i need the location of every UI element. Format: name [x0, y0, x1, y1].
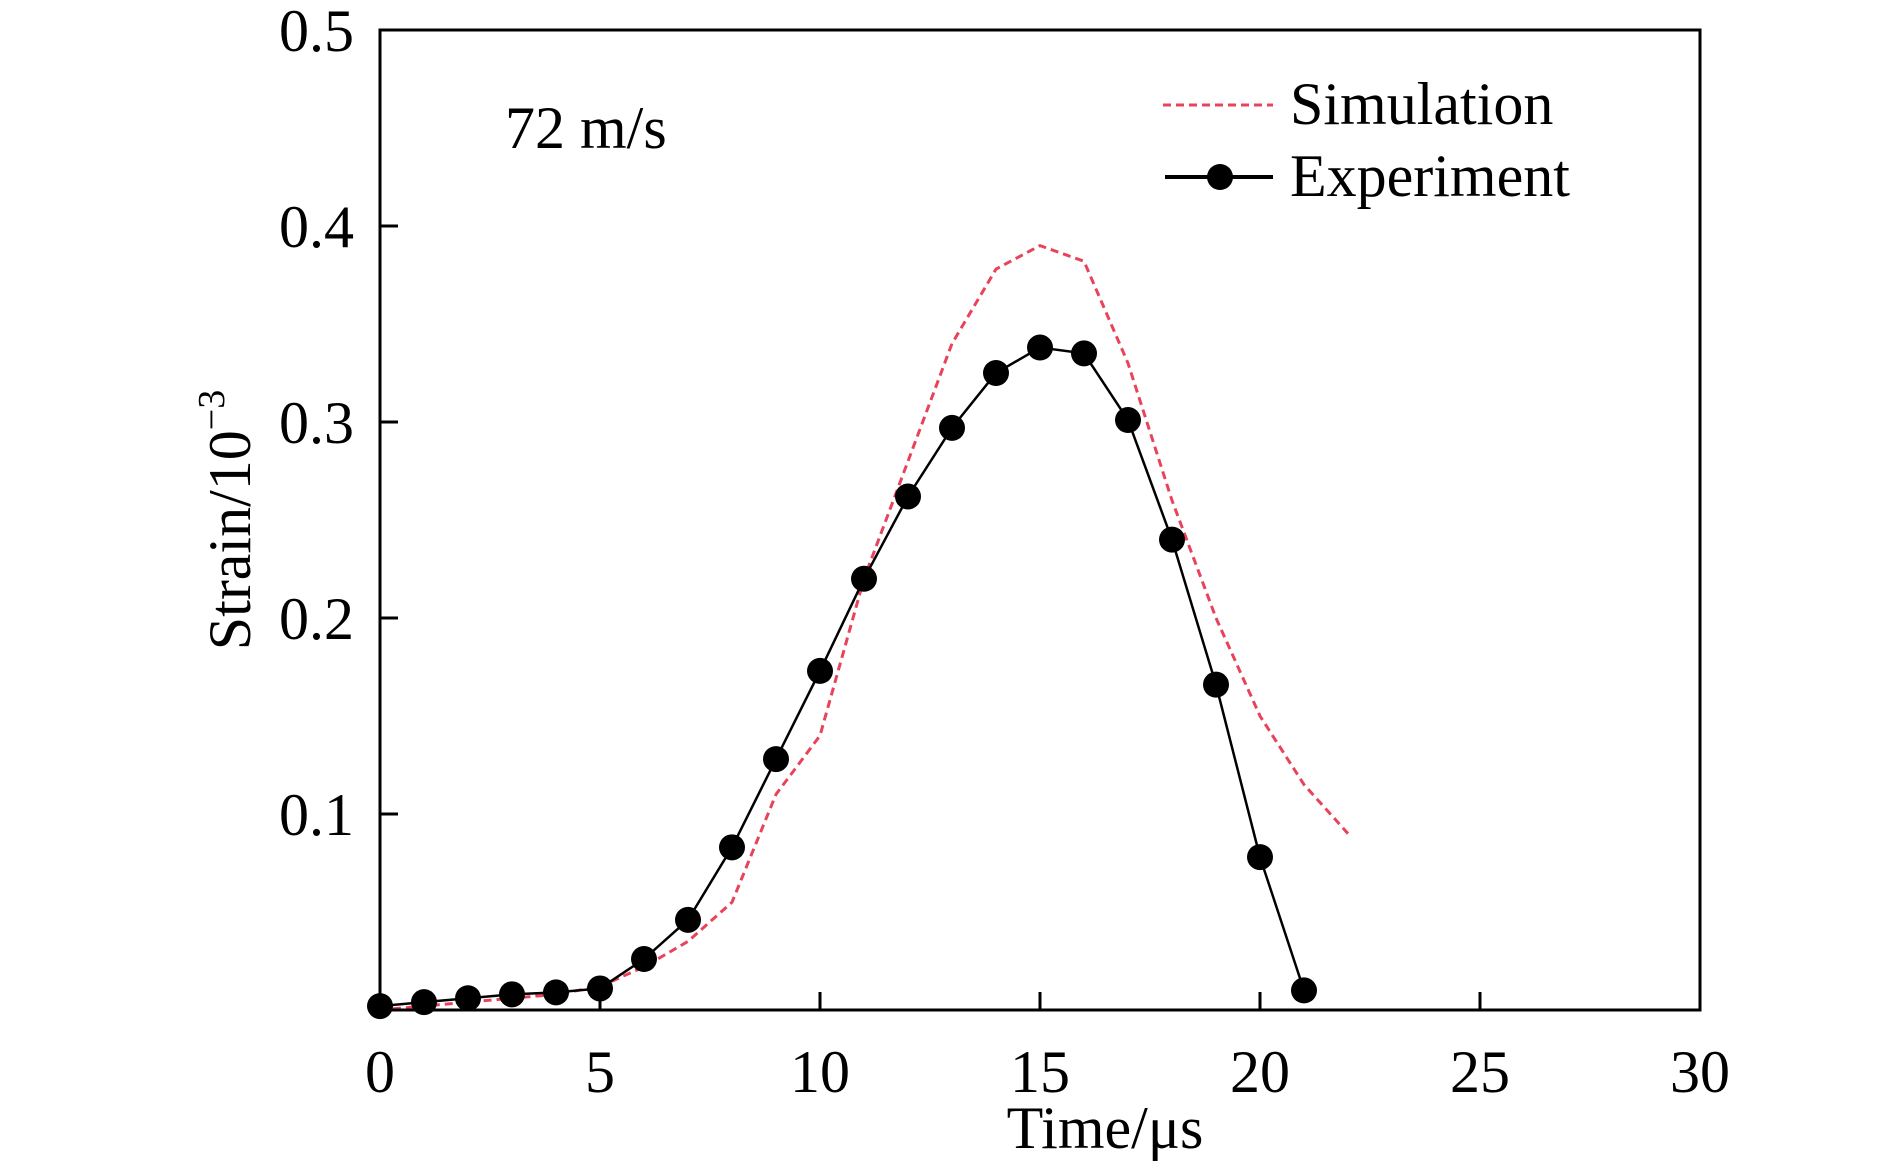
- legend: Simulation Experiment: [1163, 71, 1570, 209]
- series-point-experiment-11: [851, 565, 877, 592]
- x-tick-label-10: 10: [790, 1039, 850, 1105]
- series-point-experiment-12: [895, 483, 921, 510]
- legend-experiment-marker: [1207, 164, 1233, 190]
- series-point-experiment-19: [1203, 671, 1229, 698]
- y-tick-label-0-1: 0.1: [279, 782, 354, 848]
- y-axis-label: Strain/10−3: [191, 390, 263, 650]
- series-point-experiment-16: [1071, 340, 1097, 367]
- y-axis-label-exponent: −3: [191, 390, 233, 430]
- y-tick-label-0-2: 0.2: [279, 586, 354, 652]
- series-point-experiment-18: [1159, 526, 1185, 553]
- series-line-experiment: [379, 346, 1306, 1008]
- y-axis-label-base: Strain/10: [197, 430, 263, 650]
- series-point-experiment-3: [499, 981, 525, 1008]
- series-point-experiment-4: [543, 979, 569, 1006]
- series-point-experiment-13: [939, 414, 965, 441]
- series-point-experiment-17: [1115, 407, 1141, 434]
- series-point-experiment-20: [1247, 844, 1273, 871]
- x-tick-label-5: 5: [585, 1039, 615, 1105]
- series-point-experiment-15: [1027, 334, 1053, 361]
- series-point-experiment-6: [631, 946, 657, 973]
- series-point-experiment-7: [675, 906, 701, 933]
- x-tick-label-25: 25: [1450, 1039, 1510, 1105]
- y-tick-label-0-4: 0.4: [279, 194, 354, 260]
- series-point-experiment-9: [763, 746, 789, 773]
- x-axis-label: Time/μs: [1007, 1095, 1204, 1161]
- legend-simulation-label: Simulation: [1290, 71, 1553, 137]
- x-tick-label-15: 15: [1010, 1039, 1070, 1105]
- series-point-experiment-2: [455, 985, 481, 1012]
- series-point-experiment-8: [719, 834, 745, 861]
- series-point-experiment-14: [983, 360, 1009, 386]
- x-tick-label-0: 0: [365, 1039, 395, 1105]
- y-tick-label-0-5: 0.5: [279, 0, 354, 64]
- series-point-experiment-5: [587, 975, 613, 1002]
- legend-experiment-label: Experiment: [1290, 143, 1570, 209]
- annotation-speed: 72 m/s: [505, 95, 667, 161]
- y-tick-label-0-3: 0.3: [279, 390, 354, 456]
- series-point-experiment-10: [807, 657, 833, 684]
- ticks-layer: 0 5 10 15 20 25 30 0.1 0.2 0.3 0.4 0.5: [279, 0, 1730, 1105]
- x-tick-label-30: 30: [1670, 1039, 1730, 1105]
- series-point-experiment-21: [1291, 977, 1317, 1004]
- x-tick-label-20: 20: [1230, 1039, 1290, 1105]
